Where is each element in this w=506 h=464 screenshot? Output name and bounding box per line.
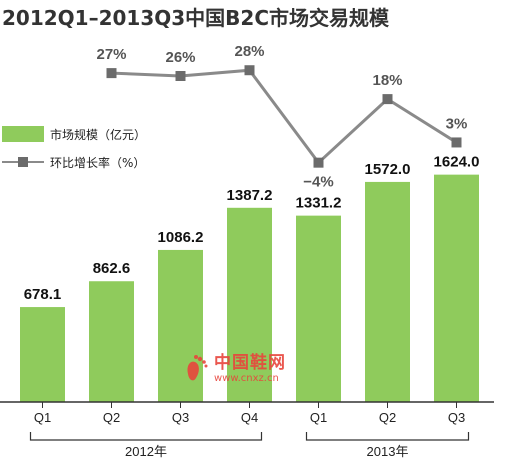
year-bracket	[305, 432, 470, 441]
bar-value-label: 1624.0	[434, 154, 480, 171]
bar	[20, 307, 65, 402]
growth-marker	[382, 94, 393, 105]
growth-marker	[244, 65, 255, 76]
bar-value-label: 678.1	[24, 286, 62, 303]
growth-value-label: 18%	[372, 72, 402, 89]
watermark: 中国鞋网 www.cnxz.cn	[180, 354, 286, 384]
footprint-logo-icon	[187, 355, 208, 381]
x-tick-label: Q3	[448, 410, 465, 425]
growth-marker	[175, 71, 186, 81]
x-tick-label: Q2	[379, 410, 396, 425]
year-bracket	[29, 432, 263, 441]
bar	[365, 181, 410, 402]
legend-line-label: 环比增长率（%）	[50, 155, 146, 170]
growth-value-label: 28%	[234, 43, 264, 60]
chart-title: 2012Q1–2013Q3中国B2C市场交易规模	[2, 6, 390, 30]
x-tick-label: Q1	[310, 410, 327, 425]
x-tick-label: Q4	[241, 410, 258, 425]
legend: 市场规模（亿元） 环比增长率（%）	[2, 120, 146, 176]
bar-value-label: 1086.2	[158, 229, 204, 246]
legend-item-bar: 市场规模（亿元）	[2, 120, 146, 148]
x-tick-label: Q1	[34, 410, 51, 425]
bar	[227, 207, 272, 402]
bar	[434, 174, 479, 402]
watermark-name: 中国鞋网	[214, 352, 286, 373]
growth-marker	[106, 68, 117, 79]
year-label: 2012年	[125, 444, 167, 459]
growth-marker	[451, 137, 462, 148]
bar-value-label: 1572.0	[365, 161, 411, 178]
bar	[296, 215, 341, 402]
legend-bar-swatch	[2, 126, 44, 142]
bar	[89, 281, 134, 402]
legend-bar-label: 市场规模（亿元）	[50, 127, 147, 142]
x-tick-label: Q2	[103, 410, 120, 425]
bar-value-label: 862.6	[93, 260, 131, 277]
growth-value-label: −4%	[303, 174, 333, 191]
year-label: 2013年	[367, 444, 409, 459]
bar-value-label: 1387.2	[227, 187, 273, 204]
watermark-url: www.cnxz.cn	[214, 372, 279, 384]
x-tick-label: Q3	[172, 410, 189, 425]
growth-line	[111, 68, 458, 165]
legend-line-swatch	[2, 154, 44, 170]
bar-value-label: 1331.2	[296, 195, 342, 212]
growth-value-label: 3%	[446, 115, 468, 132]
growth-value-label: 26%	[165, 49, 195, 66]
legend-item-line: 环比增长率（%）	[2, 148, 146, 176]
growth-marker	[313, 157, 324, 168]
growth-value-label: 27%	[96, 46, 126, 63]
